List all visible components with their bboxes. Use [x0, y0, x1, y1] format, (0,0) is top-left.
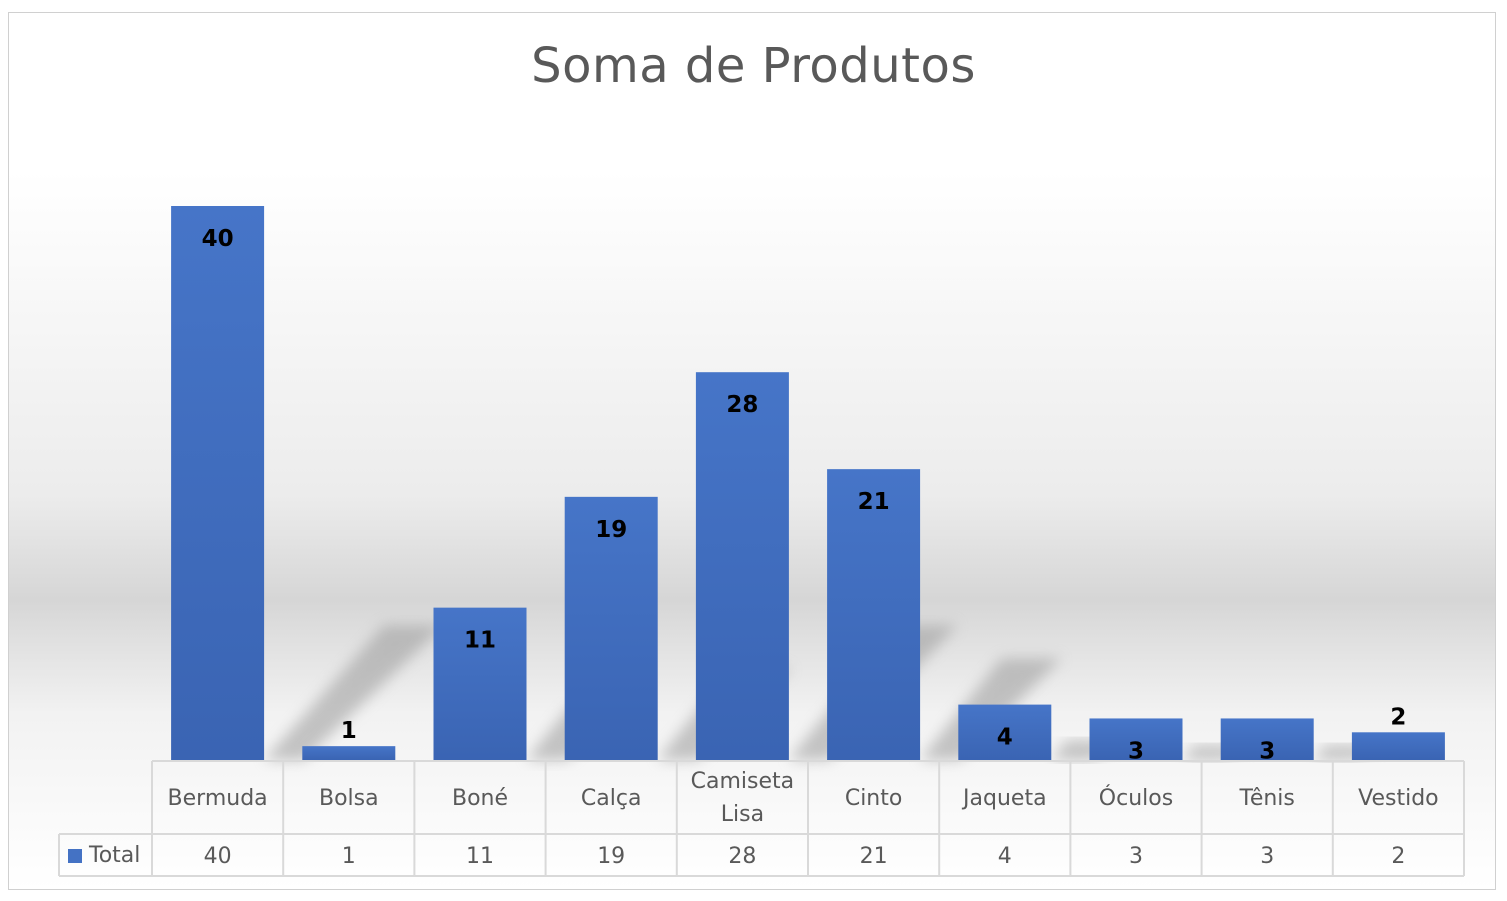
chart-title: Soma de Produtos [531, 38, 976, 94]
table-value: 3 [1260, 844, 1274, 869]
bar-camiseta-lisa [695, 372, 789, 760]
category-label: Tênis [1238, 786, 1294, 811]
bar-data-label: 3 [1128, 738, 1144, 764]
category-label: Bermuda [168, 786, 268, 811]
bar-bolsa [302, 746, 396, 760]
bar-boné [433, 607, 527, 760]
table-value: 21 [860, 844, 888, 869]
table-value: 40 [204, 844, 232, 869]
category-label: Cinto [845, 786, 903, 811]
bar-shadow [264, 625, 445, 760]
bar-jaqueta [958, 704, 1052, 760]
bar-data-label: 40 [202, 226, 234, 252]
table-value: 4 [998, 844, 1012, 869]
category-label: Jaqueta [961, 786, 1047, 811]
category-label: Camiseta Lisa [691, 769, 795, 827]
bar-bermuda [171, 206, 265, 760]
bar-tênis [1220, 718, 1314, 760]
bar-data-label: 21 [858, 489, 890, 515]
table-value: 1 [342, 844, 356, 869]
bar-data-label: 2 [1390, 704, 1406, 730]
bar-data-label: 3 [1259, 738, 1275, 764]
category-label: Vestido [1358, 786, 1439, 811]
bar-data-label: 28 [726, 392, 758, 418]
table-value: 2 [1391, 844, 1405, 869]
bar-data-label: 4 [997, 725, 1013, 751]
bar-calça [564, 496, 658, 760]
category-label: Boné [452, 786, 508, 811]
bar-data-label: 1 [341, 718, 357, 744]
legend-label: Total [88, 843, 140, 868]
bar-cinto [827, 469, 921, 760]
category-label: Óculos [1099, 785, 1173, 811]
bar-data-label: 19 [595, 517, 627, 543]
table-value: 11 [466, 844, 494, 869]
bar-óculos [1089, 718, 1183, 760]
table-value: 19 [597, 844, 625, 869]
legend-swatch [68, 849, 82, 863]
bar-vestido [1351, 732, 1445, 760]
table-value: 3 [1129, 844, 1143, 869]
category-label: Calça [581, 786, 642, 811]
bar-data-label: 11 [464, 628, 496, 654]
category-label: Bolsa [319, 786, 379, 811]
table-value: 28 [728, 844, 756, 869]
